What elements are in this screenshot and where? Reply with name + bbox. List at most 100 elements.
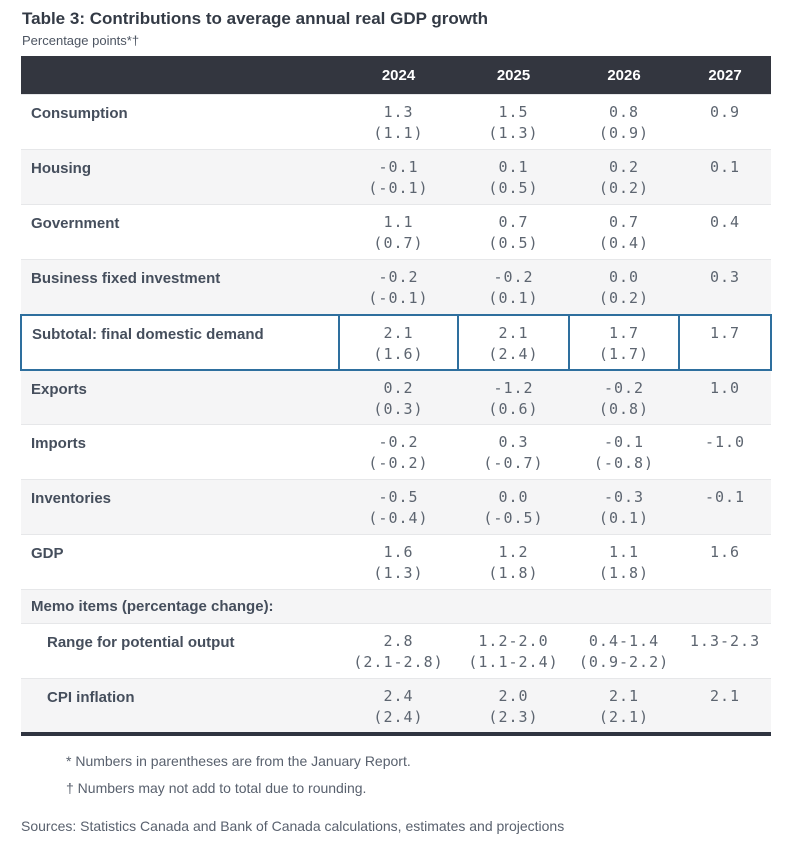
header-year-2027: 2027 <box>679 56 771 95</box>
value-current: 1.5 <box>498 103 529 121</box>
row-label: Inventories <box>21 479 339 535</box>
value-current: 0.3 <box>709 268 741 286</box>
value-current: 0.7 <box>608 213 640 231</box>
value-current: 0.0 <box>498 488 529 506</box>
value-current: -0.2 <box>493 268 534 286</box>
value-current: 0.2 <box>383 378 414 397</box>
value-january-report: (1.1-2.4) <box>468 653 559 671</box>
value-current: 0.4 <box>709 213 741 231</box>
value-january-report: (2.1-2.8) <box>353 653 444 671</box>
value-cell-2027: -1.0 <box>679 424 771 480</box>
value-january-report: (0.7) <box>373 234 424 252</box>
row-label: Subtotal: final domestic demand <box>20 313 340 371</box>
footnote-asterisk: * Numbers in parentheses are from the Ja… <box>66 752 411 769</box>
value-january-report: (0.3) <box>373 399 424 418</box>
value-january-report: (1.8) <box>598 564 650 582</box>
header-year-2025: 2025 <box>458 56 569 95</box>
value-current: -1.0 <box>704 433 746 451</box>
value-current: -0.1 <box>704 488 746 506</box>
value-january-report: (-0.5) <box>483 509 544 527</box>
value-january-report: (0.2) <box>598 179 650 197</box>
value-current: 1.7 <box>709 323 741 342</box>
table-row: Inventories -0.5 (-0.4) 0.0 (-0.5) -0.3 (0.1) -… <box>21 479 771 535</box>
value-cell-2024: 0.2 (0.3) <box>339 369 458 425</box>
value-january-report: (2.3) <box>488 708 539 726</box>
value-current: 0.1 <box>709 158 741 176</box>
value-january-report: (2.4) <box>488 344 539 363</box>
value-current: -0.2 <box>378 433 419 451</box>
value-cell-2026: 0.4-1.4 (0.9-2.2) <box>569 623 679 679</box>
value-cell-2027: 0.3 <box>679 259 771 315</box>
value-current: 1.2 <box>498 543 529 561</box>
value-cell-2025: -0.2 (0.1) <box>458 259 569 315</box>
value-current: -0.2 <box>603 378 645 397</box>
value-current: 2.4 <box>383 687 414 705</box>
row-label: CPI inflation <box>21 678 339 736</box>
value-cell-2024: -0.5 (-0.4) <box>339 479 458 535</box>
value-cell-2027: 1.0 <box>679 369 771 425</box>
value-january-report: (0.9) <box>598 124 650 142</box>
value-current: 1.1 <box>608 543 640 561</box>
table-title: Table 3: Contributions to average annual… <box>22 9 488 28</box>
value-cell-2026: 1.1 (1.8) <box>569 534 679 590</box>
value-cell-2026: 1.7 (1.7) <box>568 313 680 371</box>
table-row: CPI inflation 2.4 (2.4) 2.0 (2.3) 2.1 (2.1) 2.1 <box>21 678 771 736</box>
table-row: Government 1.1 (0.7) 0.7 (0.5) 0.7 (0.4) 0.4 <box>21 204 771 260</box>
value-cell-2025: 1.2-2.0 (1.1-2.4) <box>458 623 569 679</box>
table-row: Imports -0.2 (-0.2) 0.3 (-0.7) -0.1 (-0.8) -1.0 <box>21 424 771 480</box>
value-cell-2024: 1.1 (0.7) <box>339 204 458 260</box>
header-year-2026: 2026 <box>569 56 679 95</box>
value-cell-2026: -0.3 (0.1) <box>569 479 679 535</box>
row-label: Business fixed investment <box>21 259 339 315</box>
value-january-report: (2.1) <box>598 708 650 726</box>
value-january-report: (-0.1) <box>368 179 429 197</box>
value-cell-2027: 2.1 <box>679 678 771 736</box>
value-cell-2026: 0.8 (0.9) <box>569 94 679 150</box>
row-label: Consumption <box>21 94 339 150</box>
value-cell-2024: 2.1 (1.6) <box>338 313 459 371</box>
table-header-row: 2024 2025 2026 2027 <box>21 56 771 95</box>
value-current: -0.5 <box>378 488 419 506</box>
value-cell-2026: -0.2 (0.8) <box>569 369 679 425</box>
value-cell-2024: -0.2 (-0.1) <box>339 259 458 315</box>
value-january-report: (0.1) <box>488 289 539 307</box>
value-january-report: (-0.4) <box>368 509 429 527</box>
value-current: 1.6 <box>383 543 414 561</box>
value-current: -0.2 <box>378 268 419 286</box>
value-current: -1.2 <box>493 378 534 397</box>
value-current: 1.1 <box>383 213 414 231</box>
value-cell-2025: -1.2 (0.6) <box>458 369 569 425</box>
value-january-report: (0.2) <box>598 289 650 307</box>
value-cell-2027: 0.9 <box>679 94 771 150</box>
value-january-report: (0.5) <box>488 179 539 197</box>
value-current: -0.1 <box>603 433 645 451</box>
value-january-report: (1.3) <box>373 564 424 582</box>
value-january-report: (-0.2) <box>368 454 429 472</box>
row-label: Housing <box>21 149 339 205</box>
value-current: 0.4-1.4 <box>588 632 660 650</box>
section-row: Memo items (percentage change): <box>21 589 771 624</box>
section-label: Memo items (percentage change): <box>21 589 771 624</box>
table-row: Business fixed investment -0.2 (-0.1) -0.2 (… <box>21 259 771 315</box>
value-january-report: (0.6) <box>488 399 539 418</box>
value-current: 2.1 <box>383 323 414 342</box>
value-january-report: (0.8) <box>598 399 650 418</box>
value-current: 2.1 <box>709 687 741 705</box>
value-cell-2026: 0.2 (0.2) <box>569 149 679 205</box>
value-current: 2.1 <box>608 687 640 705</box>
value-current: 0.9 <box>709 103 741 121</box>
table-row: GDP 1.6 (1.3) 1.2 (1.8) 1.1 (1.8) 1.6 <box>21 534 771 590</box>
value-january-report: (-0.7) <box>483 454 544 472</box>
value-cell-2026: 0.7 (0.4) <box>569 204 679 260</box>
table-row: Exports 0.2 (0.3) -1.2 (0.6) -0.2 (0.8) 1.0 <box>21 369 771 425</box>
value-cell-2024: 1.3 (1.1) <box>339 94 458 150</box>
value-current: 0.1 <box>498 158 529 176</box>
value-current: 1.2-2.0 <box>478 632 549 650</box>
value-cell-2027: -0.1 <box>679 479 771 535</box>
footnote-dagger: † Numbers may not add to total due to ro… <box>66 779 367 796</box>
value-current: 2.8 <box>383 632 414 650</box>
value-cell-2026: 2.1 (2.1) <box>569 678 679 736</box>
value-january-report: (1.8) <box>488 564 539 582</box>
value-cell-2024: 2.4 (2.4) <box>339 678 458 736</box>
